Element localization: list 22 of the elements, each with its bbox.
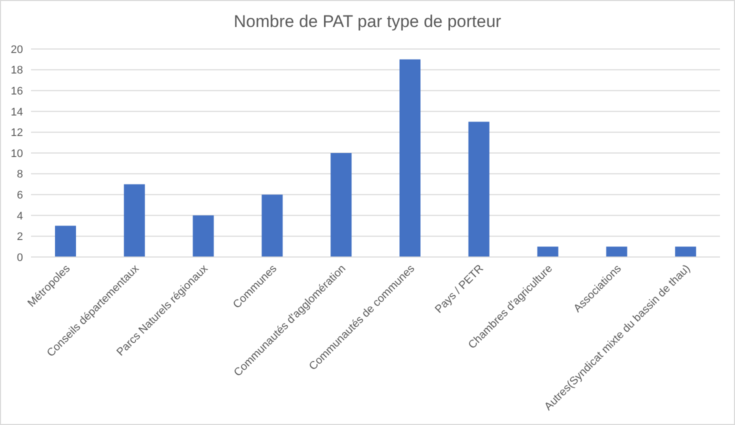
y-tick-label: 16 [10,86,23,98]
y-tick-label: 12 [10,127,23,140]
y-tick-label: 10 [10,148,23,160]
y-tick-label: 18 [10,64,23,77]
chart-title: Nombre de PAT par type de porteur [232,11,502,33]
y-tick-label: 6 [16,190,23,202]
bar [606,246,628,257]
bar [262,194,283,257]
bar [468,122,490,257]
bar [55,226,76,257]
bar [124,184,145,257]
y-tick-label: 14 [10,106,23,118]
bar [537,246,558,257]
y-tick-label: 0 [16,252,23,264]
y-tick-label: 2 [16,231,23,244]
bar [400,59,420,257]
bar [192,215,214,257]
y-tick-label: 4 [16,210,23,222]
bar [330,153,352,257]
y-tick-label: 8 [16,168,23,181]
bar [675,246,696,257]
y-tick-label: 20 [10,44,23,56]
